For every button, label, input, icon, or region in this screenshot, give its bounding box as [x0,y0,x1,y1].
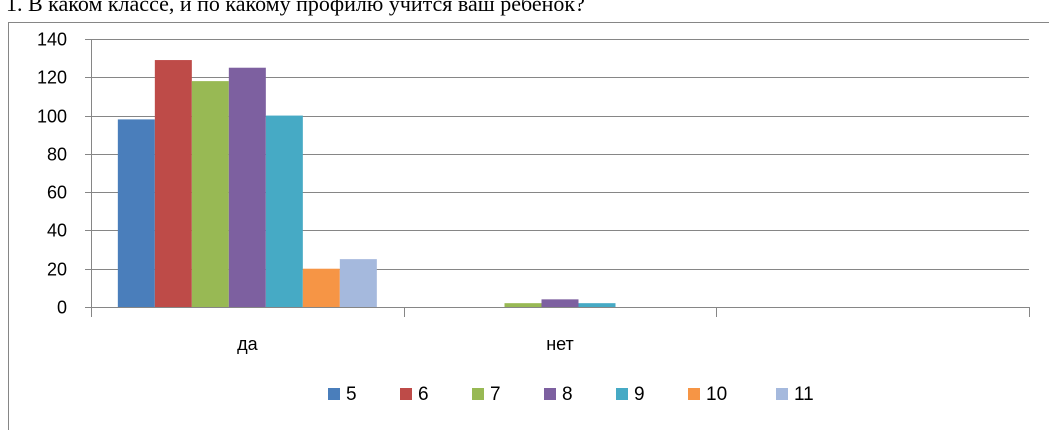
document-heading: 1. В каком классе, и по какому профилю у… [6,0,585,16]
y-tick-label: 100 [37,107,67,127]
legend: 5 6 7 8 9 10 11 [328,384,814,405]
y-tick-label: 20 [47,260,67,280]
legend-label: 6 [418,384,429,405]
legend-swatch [688,388,700,400]
y-tick-label: 60 [47,183,67,203]
y-axis-tick-labels: 0 20 40 60 80 100 120 140 [37,30,67,318]
chart-frame [8,22,1049,430]
legend-swatch [544,388,556,400]
bar [504,303,542,307]
bar [117,119,155,308]
legend-label: 9 [634,384,645,405]
bar [265,115,303,307]
bar [578,303,616,307]
x-axis-tick-labels: да нет [237,334,574,354]
bar [302,268,340,307]
axes [85,39,1030,317]
legend-swatch [616,388,628,400]
legend-swatch [328,388,340,400]
legend-swatch [400,388,412,400]
bar [228,67,266,307]
y-tick-label: 120 [37,68,67,88]
legend-swatch [776,388,788,400]
legend-label: 8 [562,384,573,405]
legend-label: 10 [706,384,727,405]
x-tick-label: да [237,334,259,354]
bar [154,60,192,307]
y-tick-label: 140 [37,30,67,50]
legend-label: 11 [794,384,814,405]
x-tick-label: нет [546,334,574,354]
bar [541,299,579,307]
bar [339,259,377,307]
bar [191,81,229,307]
legend-label: 5 [346,384,357,405]
y-tick-label: 80 [47,145,67,165]
legend-swatch [472,388,484,400]
bars [117,60,616,308]
legend-label: 7 [490,384,501,405]
y-tick-label: 0 [57,298,67,318]
y-tick-label: 40 [47,221,67,241]
